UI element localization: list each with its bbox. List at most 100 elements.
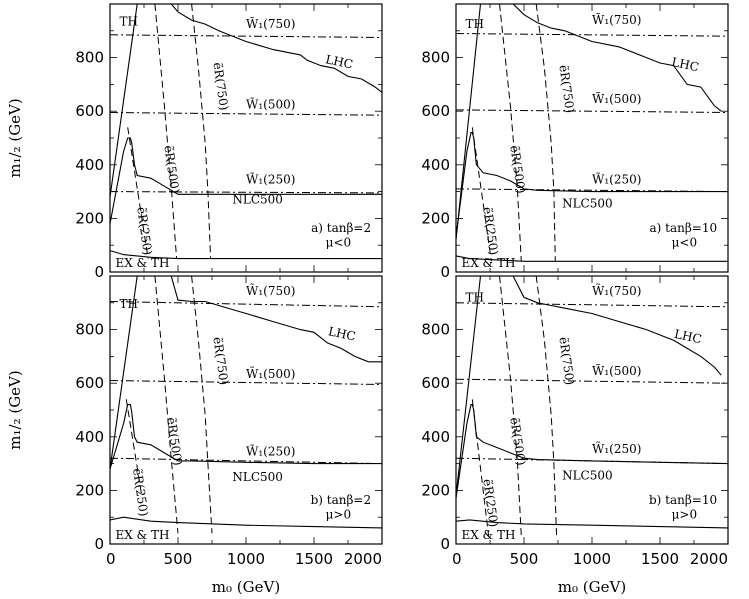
x-axis-label-right: m₀ (GeV) bbox=[558, 578, 626, 596]
series-line-w1-500 bbox=[456, 109, 728, 113]
series-line-lhc bbox=[512, 4, 722, 112]
series-group bbox=[110, 276, 382, 534]
x-tick-label: 500 bbox=[164, 550, 193, 568]
y-tick-label: 0 bbox=[440, 263, 450, 281]
panel-2: 0 200 400 600 800 TH LHC W̃₁(750) W̃₁(500) W̃₁(25… bbox=[421, 3, 729, 281]
y-tick-label: 200 bbox=[421, 481, 450, 499]
y-tick-label: 800 bbox=[75, 321, 104, 339]
annotation-th: TH bbox=[120, 297, 138, 311]
series-line-w1-500 bbox=[456, 378, 728, 384]
x-tick-label: 2000 bbox=[690, 550, 728, 568]
series-line-ex-th bbox=[110, 250, 382, 260]
series-line-w1-250 bbox=[110, 191, 382, 194]
panel-sublabel: μ<0 bbox=[672, 236, 698, 250]
series-line-er-500 bbox=[499, 4, 522, 262]
series-line-er-250 bbox=[125, 399, 142, 494]
series-line-lhc bbox=[170, 4, 382, 93]
x-tick-label: 1500 bbox=[295, 550, 333, 568]
panel-label: b) tanβ=10 bbox=[649, 493, 717, 507]
panels-group: 0 200 400 600 800 TH LHC W̃₁(750) W̃₁(500) W̃₁(25… bbox=[75, 3, 729, 568]
series-group bbox=[456, 4, 728, 262]
panel-3: 0 200 400 600 800 0 500 1000 1500 2000 TH LHC W̃₁(75… bbox=[75, 275, 383, 568]
annotation-lhc: LHC bbox=[327, 324, 357, 343]
annotation-nlc500: NLC500 bbox=[232, 470, 283, 484]
series-line-w1-750 bbox=[456, 33, 728, 37]
annotation-nlc500: NLC500 bbox=[232, 193, 283, 207]
annotation-e-r-750: ẽR(750) bbox=[556, 64, 577, 114]
y-tick-label: 800 bbox=[75, 49, 104, 67]
series-line-er-250 bbox=[471, 127, 492, 262]
series-line-w1-250 bbox=[456, 188, 728, 193]
annotation-w-250: W̃₁(250) bbox=[246, 443, 295, 458]
y-axis-label-top: m₁/₂ (GeV) bbox=[6, 98, 24, 177]
series-line-er-750 bbox=[535, 276, 558, 537]
annotation-e-r-500: ẽR(500) bbox=[164, 417, 185, 467]
annotation-w-250: W̃₁(250) bbox=[246, 171, 295, 186]
annotation-nlc500: NLC500 bbox=[562, 469, 613, 483]
series-line-er-250 bbox=[471, 399, 490, 537]
series-line-nlc500 bbox=[110, 404, 382, 470]
series-line-th bbox=[110, 4, 138, 198]
panel-4: 0 200 400 600 800 0 500 1000 1500 2000 TH LHC W̃₁(75… bbox=[421, 275, 729, 568]
y-tick-label: 600 bbox=[75, 102, 104, 120]
series-line-er-500 bbox=[154, 276, 179, 534]
panel-sublabel: μ>0 bbox=[326, 508, 352, 522]
annotation-w-750: W̃₁(750) bbox=[246, 283, 295, 298]
annotation-e-r-250: ẽR(250) bbox=[130, 467, 151, 517]
y-tick-label: 0 bbox=[440, 535, 450, 553]
annotation-w-500: W̃₁(500) bbox=[246, 366, 295, 381]
y-tick-label: 0 bbox=[94, 263, 104, 281]
series-line-w1-500 bbox=[110, 380, 382, 385]
annotation-w-750: W̃₁(750) bbox=[246, 16, 295, 31]
y-tick-label: 400 bbox=[75, 428, 104, 446]
x-tick-label: 500 bbox=[510, 550, 539, 568]
panel-label: a) tanβ=2 bbox=[311, 221, 371, 235]
series-line-ex-th bbox=[456, 255, 728, 262]
annotation-w-500: W̃₁(500) bbox=[246, 96, 295, 111]
y-tick-label: 400 bbox=[421, 428, 450, 446]
panel-1: 0 200 400 600 800 TH LHC W̃₁(750) W̃₁(500) W̃₁(25… bbox=[75, 3, 383, 281]
series-line-er-750 bbox=[191, 4, 212, 259]
x-axis-label-left: m₀ (GeV) bbox=[212, 578, 280, 596]
y-tick-label: 200 bbox=[421, 209, 450, 227]
series-line-er-250 bbox=[127, 127, 149, 259]
series-line-w1-750 bbox=[110, 34, 382, 38]
x-tick-label: 1000 bbox=[227, 550, 265, 568]
panel-sublabel: μ<0 bbox=[326, 236, 352, 250]
series-line-w1-250 bbox=[456, 457, 728, 465]
annotation-w-250: W̃₁(250) bbox=[592, 171, 641, 186]
annotation-e-r-750: ẽR(750) bbox=[556, 336, 577, 386]
x-tick-label: 1500 bbox=[641, 550, 679, 568]
annotation-w-250: W̃₁(250) bbox=[592, 441, 641, 456]
series-line-th bbox=[110, 276, 138, 470]
y-tick-label: 600 bbox=[75, 374, 104, 392]
series-line-w1-750 bbox=[456, 302, 728, 308]
x-tick-label: 2000 bbox=[344, 550, 382, 568]
annotation-w-750: W̃₁(750) bbox=[592, 12, 641, 27]
series-line-er-750 bbox=[535, 4, 556, 262]
annotation-e-r-500: ẽR(500) bbox=[507, 417, 528, 467]
series-line-ex-th bbox=[110, 516, 382, 529]
annotation-w-500: W̃₁(500) bbox=[592, 91, 641, 106]
annotation-lhc: LHC bbox=[670, 55, 700, 74]
annotation-e-r-750: ẽR(750) bbox=[210, 61, 231, 111]
series-line-w1-750 bbox=[110, 301, 382, 308]
y-tick-label: 200 bbox=[75, 209, 104, 227]
series-line-er-750 bbox=[191, 276, 213, 534]
y-tick-label: 0 bbox=[94, 535, 104, 553]
annotation-w-500: W̃₁(500) bbox=[592, 363, 641, 378]
annotation-ex-th: EX & TH bbox=[461, 256, 515, 270]
annotation-ex-th: EX & TH bbox=[115, 256, 169, 270]
y-tick-label: 800 bbox=[421, 49, 450, 67]
y-tick-label: 400 bbox=[75, 156, 104, 174]
annotation-e-r-750: ẽR(750) bbox=[210, 336, 231, 386]
annotation-lhc: LHC bbox=[673, 327, 703, 346]
annotation-nlc500: NLC500 bbox=[562, 197, 613, 211]
series-line-th bbox=[456, 276, 482, 496]
panel-label: a) tanβ=10 bbox=[649, 221, 717, 235]
annotation-th: TH bbox=[466, 17, 484, 31]
panel-label: b) tanβ=2 bbox=[311, 493, 372, 507]
annotation-ex-th: EX & TH bbox=[115, 528, 169, 542]
y-tick-label: 200 bbox=[75, 481, 104, 499]
